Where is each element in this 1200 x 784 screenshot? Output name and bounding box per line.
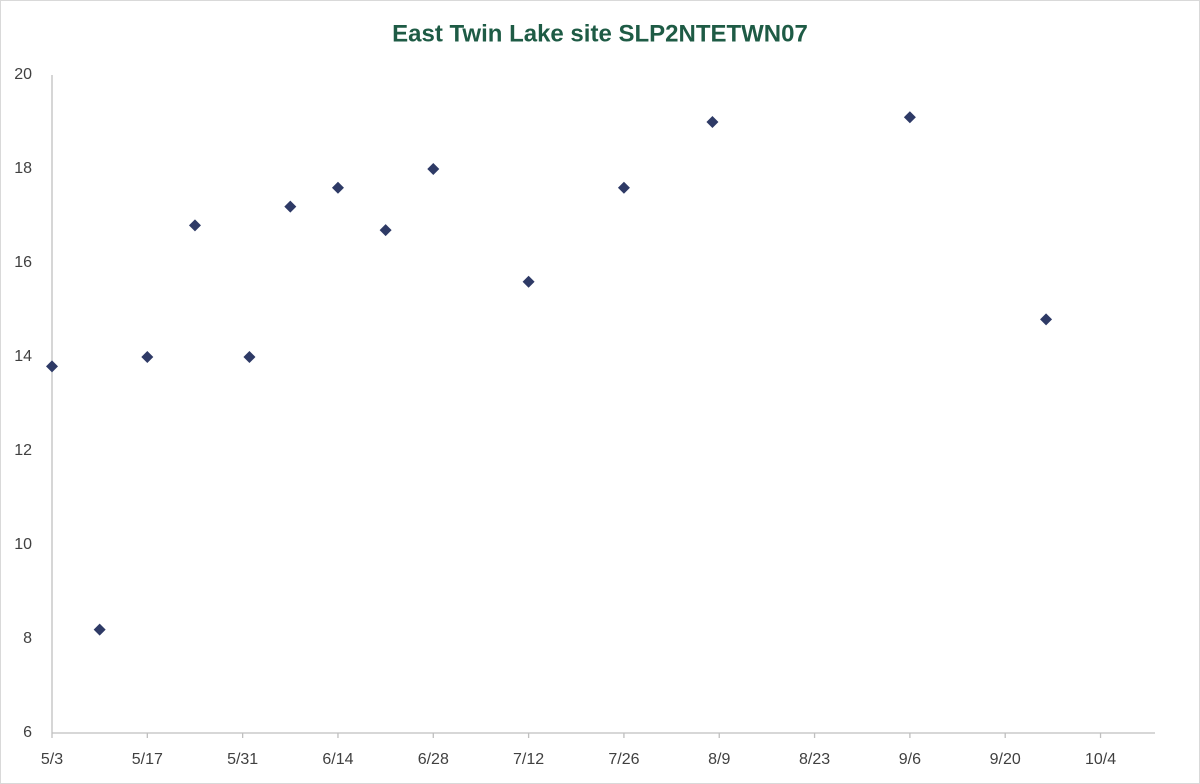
x-tick-label: 8/23 [799, 751, 830, 768]
y-tick-label: 20 [14, 66, 32, 83]
data-point [617, 181, 630, 194]
y-tick-label: 12 [14, 442, 32, 459]
data-point [903, 111, 916, 124]
data-point [331, 181, 344, 194]
x-tick-label: 8/9 [708, 751, 730, 768]
chart-title: East Twin Lake site SLP2NTETWN07 [392, 20, 808, 47]
data-point [188, 219, 201, 232]
y-tick-label: 10 [14, 536, 32, 553]
x-tick-label: 6/14 [322, 751, 353, 768]
data-point [243, 351, 256, 363]
data-point [379, 224, 392, 237]
data-point [706, 116, 719, 128]
x-tick-label: 5/3 [41, 751, 63, 768]
x-tick-label: 9/20 [990, 751, 1021, 768]
data-point [522, 275, 535, 288]
data-point [284, 200, 297, 213]
x-tick-label: 5/31 [227, 751, 258, 768]
data-point [46, 360, 58, 373]
y-tick-label: 6 [23, 724, 32, 741]
y-tick-label: 18 [14, 160, 32, 177]
x-tick-label: 9/6 [899, 751, 921, 768]
data-point [427, 163, 440, 175]
y-tick-label: 14 [14, 348, 32, 365]
data-point [141, 351, 154, 363]
x-tick-label: 7/12 [513, 751, 544, 768]
y-tick-label: 16 [14, 254, 32, 271]
x-tick-label: 6/28 [418, 751, 449, 768]
y-tick-label: 8 [23, 630, 32, 647]
data-point [1040, 313, 1053, 326]
data-point [93, 623, 106, 636]
x-tick-label: 7/26 [608, 751, 639, 768]
x-tick-label: 10/4 [1085, 751, 1116, 768]
x-tick-label: 5/17 [132, 751, 163, 768]
